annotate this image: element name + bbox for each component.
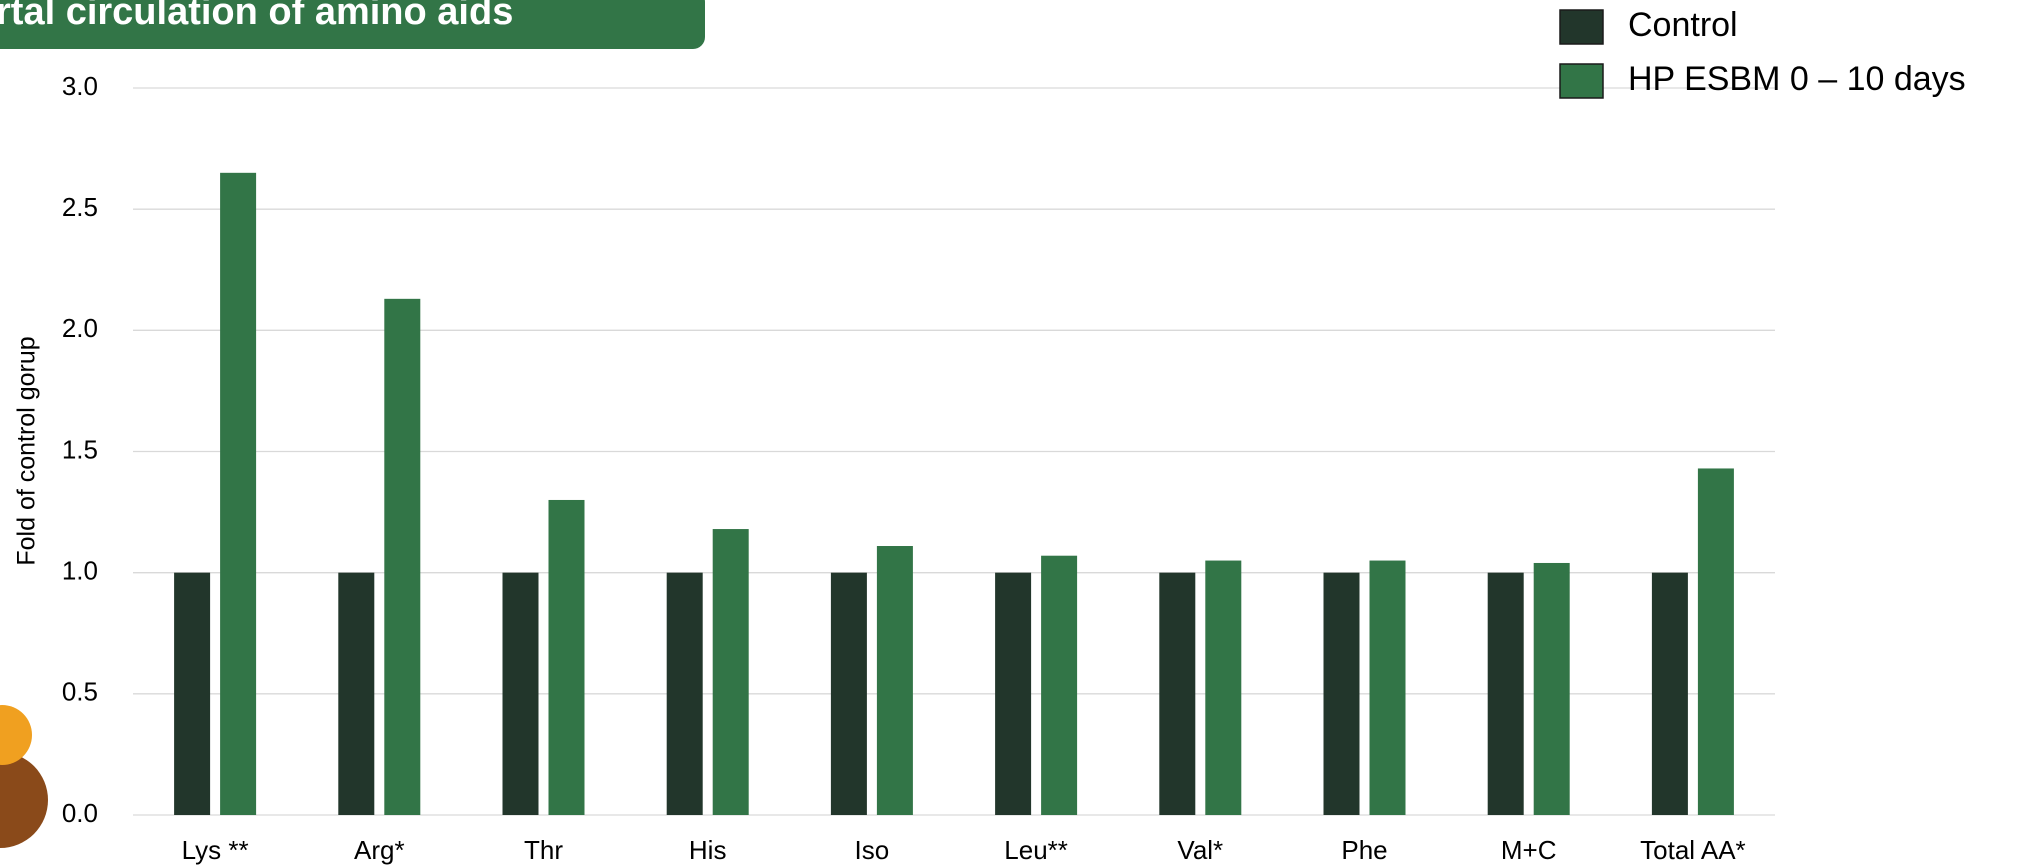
bar — [1323, 572, 1360, 815]
x-tick-label: Arg* — [354, 835, 405, 865]
decoration — [0, 705, 32, 765]
bar — [502, 572, 539, 815]
legend-swatch — [1559, 9, 1604, 45]
bar — [1205, 560, 1242, 815]
bar — [830, 572, 867, 815]
decoration — [0, 752, 48, 848]
bar — [1697, 468, 1734, 815]
x-tick-label: Val* — [1177, 835, 1223, 865]
bar — [1651, 572, 1688, 815]
bar — [1533, 562, 1570, 815]
bar — [666, 572, 703, 815]
x-tick-label: Lys ** — [182, 835, 249, 865]
legend-swatch — [1559, 63, 1604, 99]
title-banner — [0, 0, 705, 49]
y-tick-label: 1.5 — [62, 434, 98, 464]
bar — [876, 546, 913, 815]
bar — [712, 529, 749, 815]
chart-title: rtal circulation of amino aids — [0, 0, 513, 33]
bar — [174, 572, 211, 815]
bar — [1369, 560, 1406, 815]
legend-label: HP ESBM 0 – 10 days — [1628, 60, 1966, 98]
y-tick-label: 1.0 — [62, 556, 98, 586]
bar — [548, 499, 585, 815]
x-tick-label: Total AA* — [1640, 835, 1746, 865]
y-tick-label: 3.0 — [62, 71, 98, 101]
x-tick-label: Thr — [524, 835, 563, 865]
x-tick-label: Iso — [855, 835, 890, 865]
bar — [384, 298, 421, 816]
x-tick-label: M+C — [1501, 835, 1557, 865]
bar — [995, 572, 1032, 815]
bar — [1041, 555, 1078, 815]
bar — [338, 572, 375, 815]
y-tick-label: 0.5 — [62, 677, 98, 707]
y-tick-label: 0.0 — [62, 798, 98, 828]
x-tick-label: Phe — [1341, 835, 1387, 865]
y-tick-label: 2.0 — [62, 313, 98, 343]
x-tick-label: His — [689, 835, 727, 865]
bar — [220, 172, 257, 816]
y-tick-label: 2.5 — [62, 192, 98, 222]
bar — [1159, 572, 1196, 815]
bar — [1487, 572, 1524, 815]
x-tick-label: Leu** — [1004, 835, 1068, 865]
y-axis-label: Fold of control gorup — [13, 336, 41, 565]
legend-label: Control — [1628, 6, 1738, 44]
